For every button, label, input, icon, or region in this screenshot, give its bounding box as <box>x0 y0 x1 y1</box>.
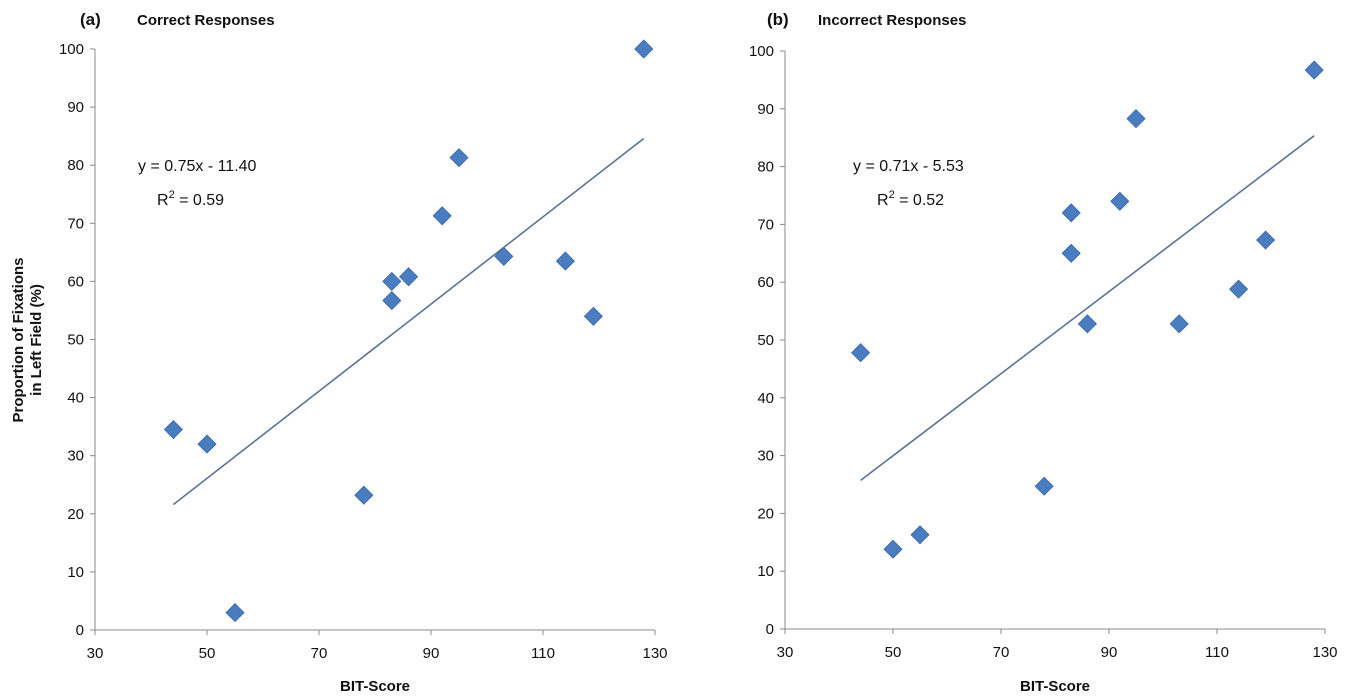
panel-label: (b) <box>767 10 789 29</box>
r-squared-value: = 0.52 <box>895 192 944 209</box>
y-axis-label-line: in Left Field (%) <box>28 284 45 396</box>
data-point <box>354 485 374 505</box>
r-squared-value: = 0.59 <box>175 192 224 209</box>
chart-title: Incorrect Responses <box>818 12 966 29</box>
x-tick-label: 50 <box>199 645 216 662</box>
x-tick-label: 90 <box>1101 644 1118 661</box>
y-tick-label: 80 <box>757 159 774 176</box>
chart-panel-a: 0 10 20 30 40 50 60 70 80 90 100 30 50 70 90 110 130 (a) C… <box>10 10 668 695</box>
x-axis-label: BIT-Score <box>340 678 410 695</box>
trendline <box>860 135 1315 482</box>
data-point <box>634 39 654 59</box>
data-point <box>1304 60 1324 80</box>
data-point <box>1061 203 1081 223</box>
trendline <box>172 137 645 506</box>
y-tick-label: 10 <box>757 563 774 580</box>
y-tick-label: 30 <box>757 448 774 465</box>
y-tick-label: 20 <box>757 505 774 522</box>
y-tick-label: 50 <box>67 332 84 349</box>
regression-equation: y = 0.75x - 11.40 <box>138 158 257 175</box>
data-point <box>197 434 217 454</box>
data-point <box>1256 230 1276 250</box>
y-tick-label: 90 <box>67 99 84 116</box>
y-tick-label: 80 <box>67 157 84 174</box>
data-point <box>382 271 402 291</box>
data-point <box>1229 279 1249 299</box>
data-point <box>382 291 402 311</box>
x-tick-label: 90 <box>423 645 440 662</box>
y-axis-label-line: Proportion of Fixations <box>10 258 27 423</box>
data-point <box>225 603 245 623</box>
r-squared-symbol: R <box>157 192 169 209</box>
r-squared-symbol: R <box>877 192 889 209</box>
y-tick-label: 70 <box>67 215 84 232</box>
data-point <box>1169 314 1189 334</box>
data-point <box>583 306 603 326</box>
y-tick-label: 40 <box>67 390 84 407</box>
x-tick-label: 70 <box>993 644 1010 661</box>
x-axis-label: BIT-Score <box>1020 678 1090 695</box>
y-tick-label: 30 <box>67 448 84 465</box>
data-point <box>1034 476 1054 496</box>
x-tick-label: 70 <box>311 645 328 662</box>
y-tick-label: 100 <box>59 41 84 58</box>
r-squared-annotation: R2 = 0.52 <box>877 189 944 209</box>
data-point <box>851 343 871 363</box>
y-tick-label: 70 <box>757 216 774 233</box>
regression-equation: y = 0.71x - 5.53 <box>853 158 964 175</box>
y-tick-label: 40 <box>757 390 774 407</box>
y-tick-label: 90 <box>757 101 774 118</box>
r-squared-annotation: R2 = 0.59 <box>157 189 224 209</box>
y-tick-label: 100 <box>749 43 774 60</box>
y-tick-label: 0 <box>76 622 84 639</box>
data-point <box>1077 314 1097 334</box>
y-tick-label: 50 <box>757 332 774 349</box>
y-tick-label: 60 <box>757 274 774 291</box>
chart-title: Correct Responses <box>137 12 275 29</box>
data-point <box>399 267 419 287</box>
data-point <box>432 206 452 226</box>
data-point <box>1110 191 1130 211</box>
data-point <box>449 148 469 168</box>
r-squared-superscript: 2 <box>889 189 895 201</box>
x-tick-label: 30 <box>777 644 794 661</box>
data-point <box>1061 243 1081 263</box>
data-point <box>1126 109 1146 129</box>
y-axis-label: Proportion of Fixations in Left Field (%) <box>10 258 45 423</box>
data-point <box>163 419 183 440</box>
x-tick-label: 110 <box>531 645 555 662</box>
data-point <box>883 539 903 559</box>
x-tick-label: 130 <box>642 645 667 662</box>
y-tick-label: 10 <box>67 564 84 581</box>
data-point <box>494 246 514 266</box>
chart-panel-b: 0 10 20 30 40 50 60 70 80 90 100 30 50 70 90 110 130 (b) I… <box>749 10 1338 695</box>
data-point <box>555 251 575 271</box>
y-tick-label: 60 <box>67 273 84 290</box>
panel-label: (a) <box>80 10 101 29</box>
x-tick-label: 30 <box>87 645 104 662</box>
x-tick-label: 50 <box>885 644 902 661</box>
r-squared-superscript: 2 <box>169 189 175 201</box>
x-tick-label: 130 <box>1312 644 1337 661</box>
x-tick-label: 110 <box>1205 644 1229 661</box>
y-tick-label: 20 <box>67 506 84 523</box>
data-point <box>910 525 930 545</box>
y-tick-label: 0 <box>766 621 774 638</box>
